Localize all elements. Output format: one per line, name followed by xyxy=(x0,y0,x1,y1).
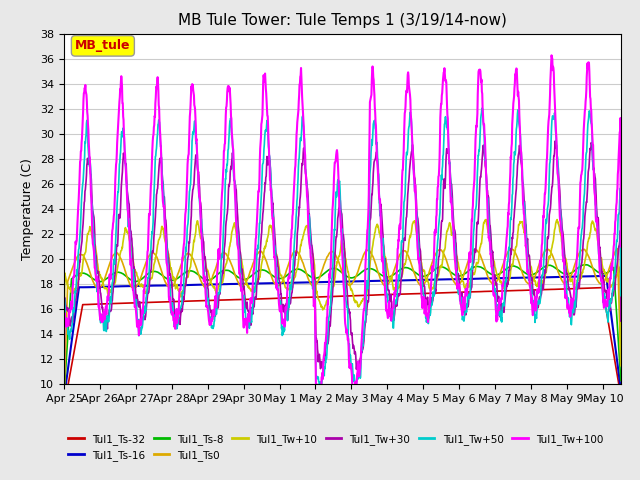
Tul1_Ts-32 xyxy=(481,288,489,294)
Tul1_Tw+50 xyxy=(160,200,168,206)
Tul1_Tw+10 xyxy=(171,279,179,285)
Tul1_Ts-16 xyxy=(60,396,68,401)
Tul1_Ts0 xyxy=(614,246,621,252)
Tul1_Ts-16 xyxy=(221,281,228,287)
Tul1_Tw+10 xyxy=(60,363,68,369)
Tul1_Ts0 xyxy=(543,247,551,252)
Tul1_Tw+10 xyxy=(271,248,279,253)
Title: MB Tule Tower: Tule Temps 1 (3/19/14-now): MB Tule Tower: Tule Temps 1 (3/19/14-now… xyxy=(178,13,507,28)
Tul1_Ts-8 xyxy=(582,262,590,268)
Tul1_Tw+100 xyxy=(617,244,625,250)
Tul1_Tw+30 xyxy=(353,366,360,372)
Tul1_Ts0 xyxy=(160,276,168,282)
Line: Tul1_Ts-8: Tul1_Ts-8 xyxy=(64,265,621,396)
Tul1_Tw+50 xyxy=(171,315,179,321)
Tul1_Ts-8 xyxy=(481,267,489,273)
Tul1_Ts-8 xyxy=(60,393,68,398)
Tul1_Tw+30 xyxy=(552,138,559,144)
Tul1_Tw+50 xyxy=(221,204,228,210)
Tul1_Ts-16 xyxy=(271,280,279,286)
Tul1_Tw+50 xyxy=(271,246,279,252)
Tul1_Tw+50 xyxy=(617,293,625,299)
Tul1_Ts0 xyxy=(271,281,279,287)
Tul1_Tw+100 xyxy=(171,324,179,330)
Tul1_Ts-32 xyxy=(171,299,179,304)
Tul1_Ts-16 xyxy=(543,275,551,280)
Tul1_Ts-32 xyxy=(221,297,228,303)
Tul1_Tw+100 xyxy=(548,52,556,58)
Tul1_Tw+30 xyxy=(617,318,625,324)
Tul1_Tw+10 xyxy=(221,265,228,271)
Tul1_Tw+50 xyxy=(544,204,552,210)
Line: Tul1_Tw+50: Tul1_Tw+50 xyxy=(64,108,621,394)
Tul1_Tw+100 xyxy=(543,143,551,149)
Text: MB_tule: MB_tule xyxy=(75,39,131,52)
Tul1_Tw+50 xyxy=(352,391,360,396)
Line: Tul1_Tw+30: Tul1_Tw+30 xyxy=(64,141,621,369)
Tul1_Tw+100 xyxy=(60,378,68,384)
Tul1_Tw+30 xyxy=(543,235,551,240)
Tul1_Ts-8 xyxy=(543,263,551,268)
Tul1_Tw+30 xyxy=(271,238,279,243)
Tul1_Tw+10 xyxy=(482,216,490,222)
Tul1_Ts-8 xyxy=(171,277,179,283)
Tul1_Tw+30 xyxy=(160,195,168,201)
Tul1_Ts-32 xyxy=(598,285,605,290)
Y-axis label: Temperature (C): Temperature (C) xyxy=(22,158,35,260)
Tul1_Tw+100 xyxy=(271,259,279,264)
Tul1_Ts-8 xyxy=(617,378,625,384)
Tul1_Tw+100 xyxy=(350,397,358,403)
Tul1_Ts-16 xyxy=(602,273,610,279)
Tul1_Ts0 xyxy=(481,266,489,272)
Tul1_Tw+100 xyxy=(221,142,228,147)
Tul1_Ts-8 xyxy=(160,274,168,279)
Tul1_Tw+30 xyxy=(221,243,228,249)
Tul1_Tw+100 xyxy=(160,204,168,209)
Tul1_Ts0 xyxy=(221,250,228,256)
Tul1_Ts-32 xyxy=(543,287,551,292)
Tul1_Ts-8 xyxy=(221,268,228,274)
Tul1_Tw+30 xyxy=(482,165,490,170)
Tul1_Tw+100 xyxy=(482,156,490,162)
Tul1_Ts-8 xyxy=(271,275,279,280)
Tul1_Ts0 xyxy=(171,280,179,286)
Tul1_Ts-16 xyxy=(171,282,179,288)
Legend: Tul1_Ts-32, Tul1_Ts-16, Tul1_Ts-8, Tul1_Ts0, Tul1_Tw+10, Tul1_Tw+30, Tul1_Tw+50,: Tul1_Ts-32, Tul1_Ts-16, Tul1_Ts-8, Tul1_… xyxy=(64,430,607,465)
Tul1_Tw+10 xyxy=(543,264,551,269)
Tul1_Tw+50 xyxy=(478,106,486,111)
Tul1_Ts0 xyxy=(60,395,68,400)
Line: Tul1_Tw+100: Tul1_Tw+100 xyxy=(64,55,621,400)
Line: Tul1_Ts0: Tul1_Ts0 xyxy=(64,249,621,397)
Tul1_Tw+30 xyxy=(60,365,68,371)
Line: Tul1_Ts-32: Tul1_Ts-32 xyxy=(64,288,621,407)
Tul1_Tw+10 xyxy=(160,231,168,237)
Tul1_Ts-32 xyxy=(60,404,68,410)
Tul1_Ts-32 xyxy=(617,393,625,399)
Tul1_Tw+10 xyxy=(617,363,625,369)
Tul1_Tw+30 xyxy=(171,308,179,314)
Tul1_Ts-16 xyxy=(160,283,168,288)
Tul1_Ts-32 xyxy=(271,296,279,301)
Tul1_Tw+50 xyxy=(482,162,490,168)
Tul1_Ts-32 xyxy=(160,299,168,305)
Tul1_Ts-16 xyxy=(481,276,489,281)
Tul1_Tw+10 xyxy=(481,217,489,223)
Line: Tul1_Tw+10: Tul1_Tw+10 xyxy=(64,219,621,366)
Line: Tul1_Ts-16: Tul1_Ts-16 xyxy=(64,276,621,398)
Tul1_Ts-16 xyxy=(617,387,625,393)
Tul1_Ts0 xyxy=(617,362,625,368)
Tul1_Tw+50 xyxy=(60,361,68,367)
